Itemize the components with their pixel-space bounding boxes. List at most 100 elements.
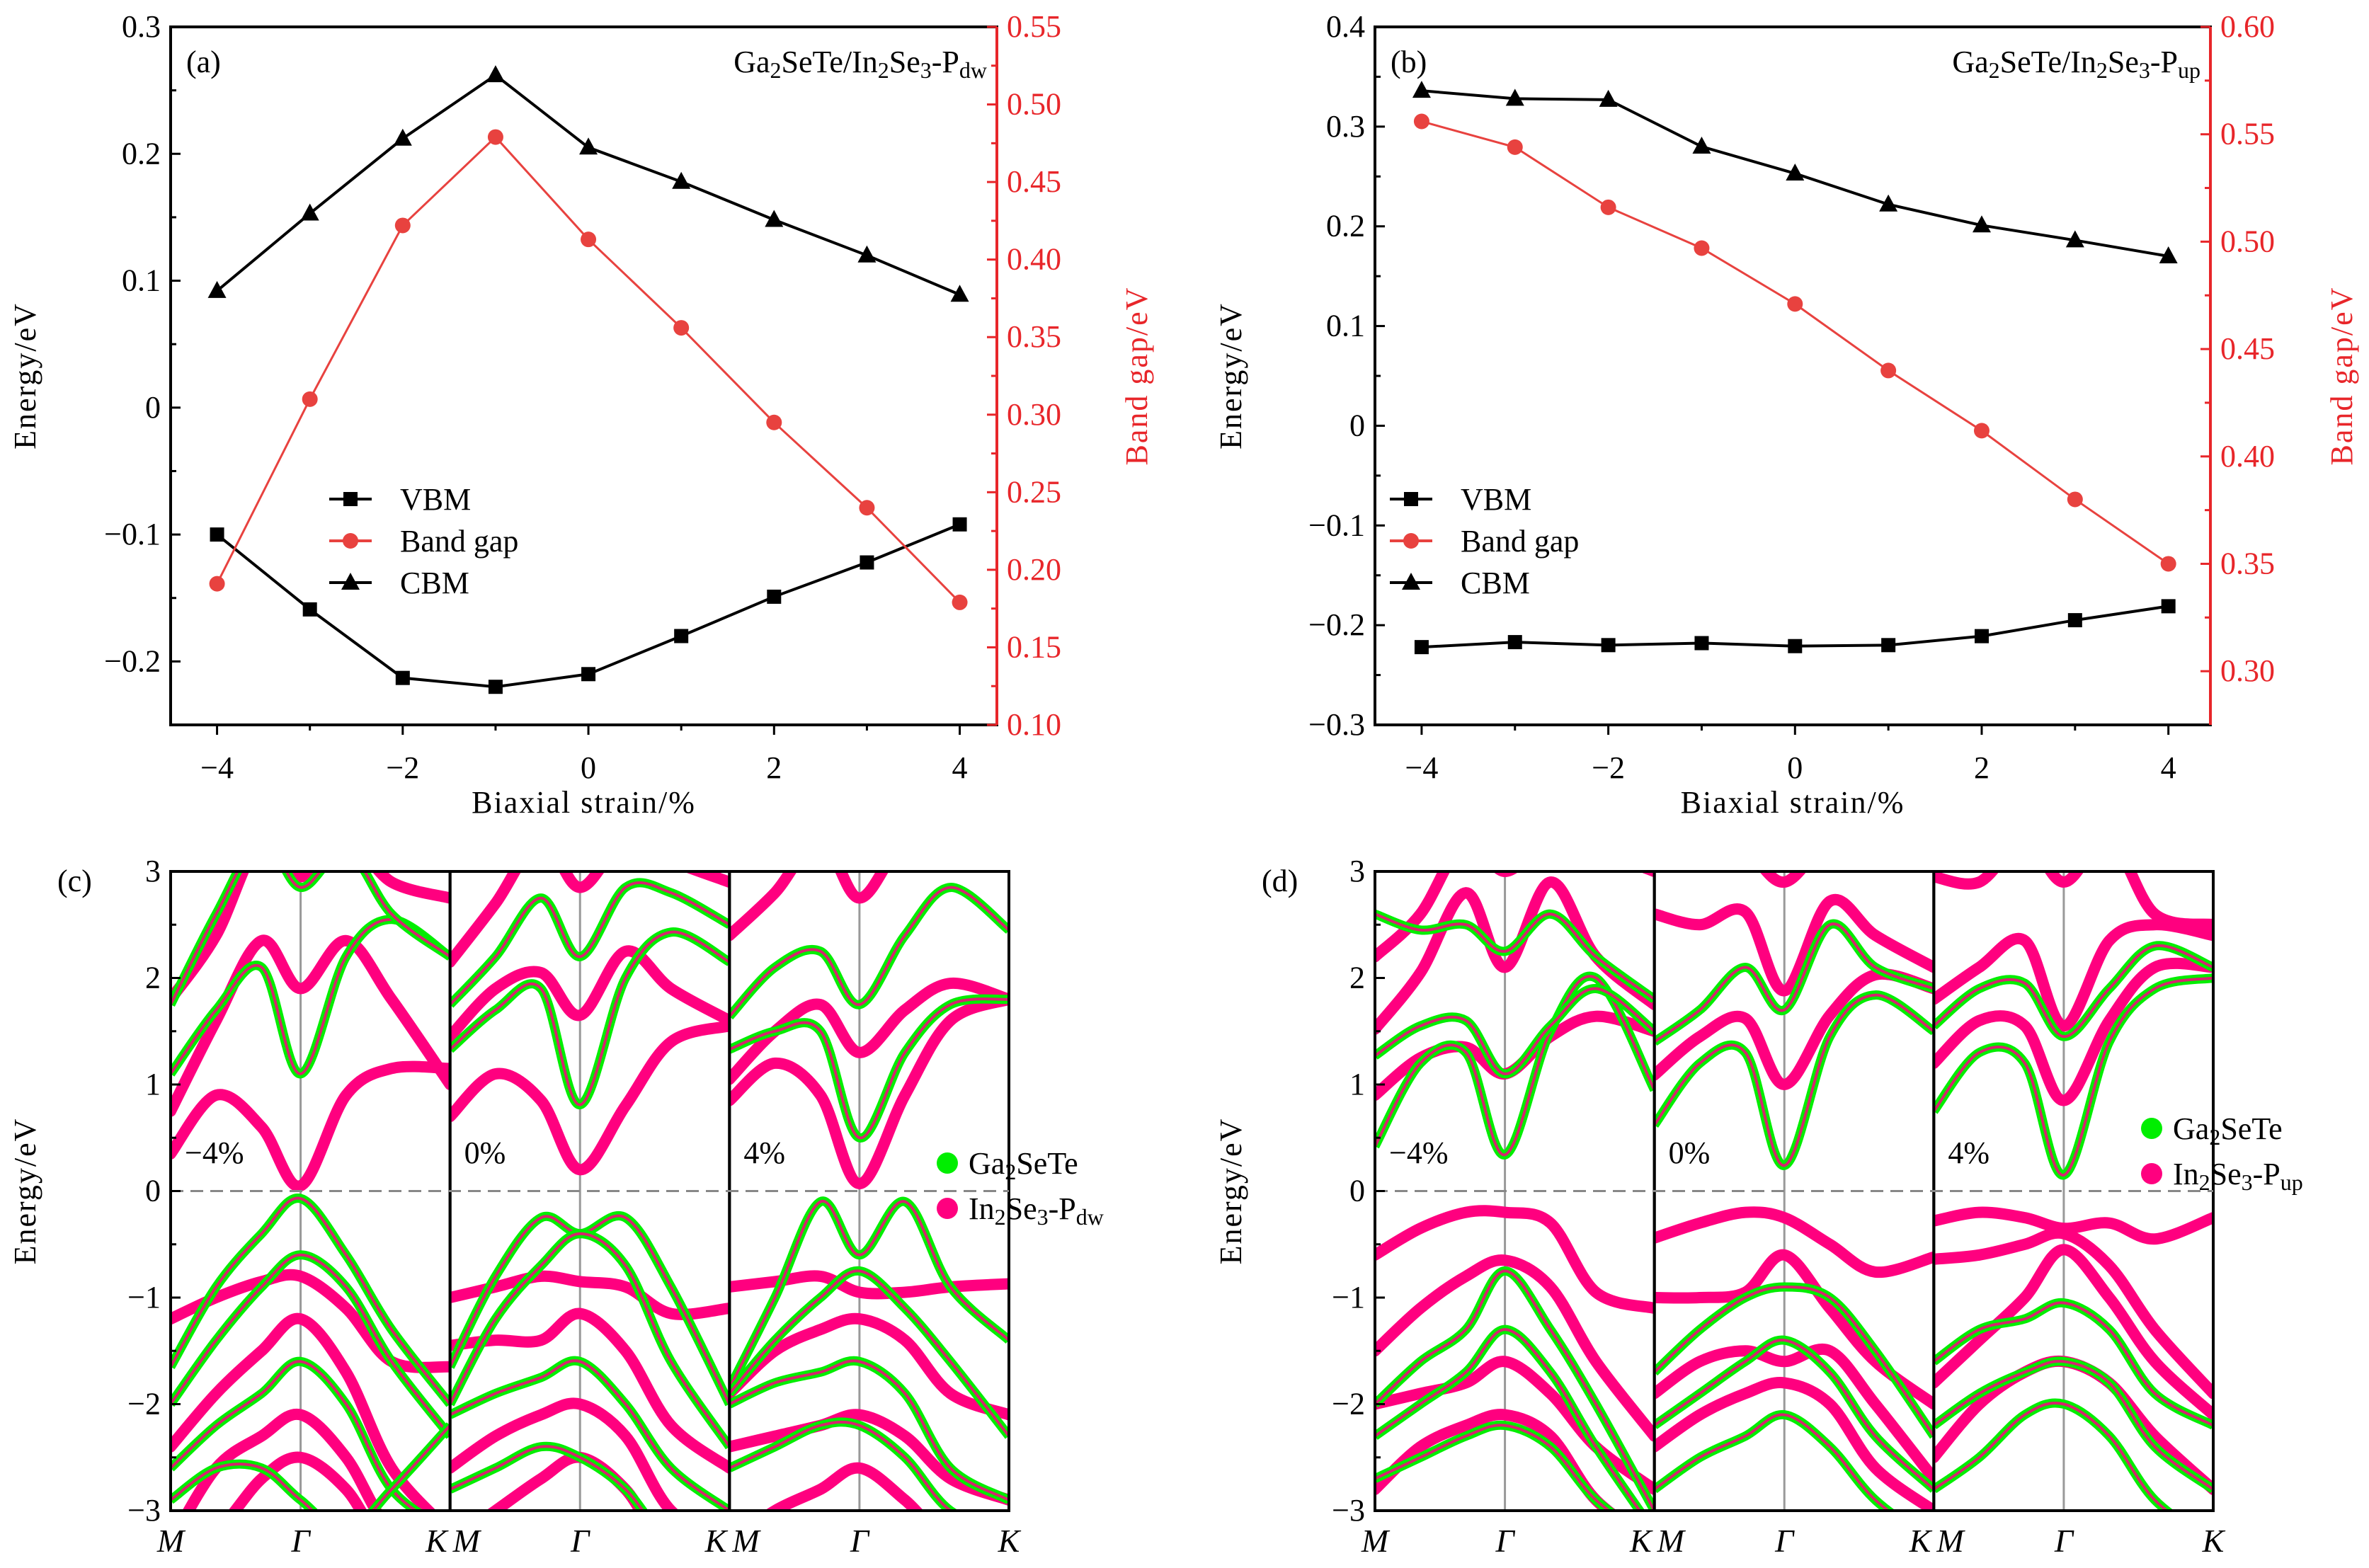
text-segment: dw xyxy=(959,57,987,83)
in2se3-band xyxy=(1375,871,1655,963)
y-tick-label: 0.1 xyxy=(1326,309,1365,343)
in2se3-band xyxy=(729,993,1010,1189)
series-vbm xyxy=(1414,599,2176,655)
k-point-label: M xyxy=(1657,1523,1686,1559)
text-segment: 3 xyxy=(2242,1169,2253,1195)
y-tick-label: −3 xyxy=(127,1493,161,1528)
square-marker xyxy=(1507,635,1522,650)
square-marker xyxy=(952,517,967,532)
y-axis-label: Energy/eV xyxy=(1214,1118,1248,1265)
text-segment: 2 xyxy=(995,1204,1006,1230)
x-tick-label: −2 xyxy=(386,750,419,785)
in2se3-band xyxy=(171,934,450,1117)
x-tick-label: 2 xyxy=(1974,750,1990,785)
ga2sete-band-core xyxy=(1934,1401,2169,1511)
ga2sete-band-core xyxy=(450,1232,730,1448)
ga2sete-band-core xyxy=(729,886,1010,1018)
panel-label: (b) xyxy=(1391,45,1427,79)
bands xyxy=(1934,871,2213,1511)
triangle-marker xyxy=(341,573,360,590)
in2se3-band xyxy=(450,1307,730,1474)
triangle-marker xyxy=(300,203,319,221)
ga2sete-band-core xyxy=(1375,1269,1655,1511)
text-segment: Se xyxy=(2210,1157,2242,1191)
ga2sete-band-core xyxy=(1375,1424,1611,1511)
text-segment: Se xyxy=(889,45,920,79)
in2se3-band xyxy=(1654,893,1934,997)
k-point-label: Γ xyxy=(570,1523,590,1559)
y-tick-label: −1 xyxy=(1332,1280,1365,1315)
subpanel-strain xyxy=(1374,870,1656,1512)
ga2sete-band-core xyxy=(1375,975,1655,1157)
text-segment: 2 xyxy=(878,57,889,83)
y-axis-label: Energy/eV xyxy=(1214,302,1248,450)
square-marker xyxy=(395,670,410,685)
right-y-axis-label: Band gap/eV xyxy=(2324,287,2359,466)
square-marker xyxy=(302,602,317,617)
in2se3-band xyxy=(1934,1227,2213,1400)
ga2sete-band-core xyxy=(1934,944,2213,1038)
text-segment: SeTe xyxy=(2220,1111,2282,1146)
k-point-label: M xyxy=(452,1523,482,1559)
legend-label: Ga2SeTe xyxy=(2173,1111,2283,1150)
circle-marker xyxy=(394,217,411,234)
k-point-label: Γ xyxy=(1774,1523,1795,1559)
square-marker xyxy=(210,527,224,542)
right-y-tick-label: 0.25 xyxy=(1007,474,1061,509)
series-cbm xyxy=(1412,81,2178,263)
circle-marker xyxy=(302,391,318,407)
square-marker xyxy=(1974,629,1989,643)
text-segment: Ga xyxy=(733,45,770,79)
ga2sete-band-core xyxy=(1654,1285,1934,1437)
in2se3-band xyxy=(729,1312,1010,1421)
plot-frame xyxy=(1374,25,2212,726)
in2se3-band xyxy=(729,1409,1010,1506)
strain-panel-a xyxy=(169,25,998,735)
ga2sete-band-core xyxy=(1934,976,2213,1177)
circle-marker xyxy=(581,231,597,248)
in2se3-band xyxy=(1934,1244,2213,1421)
ga2sete-band-core xyxy=(1934,1359,2213,1491)
text-segment: up xyxy=(2178,57,2200,83)
ga2sete-band-core xyxy=(171,1196,450,1405)
triangle-marker xyxy=(207,280,227,298)
right-y-tick-label: 0.55 xyxy=(1007,9,1061,44)
ga2sete-band-core xyxy=(171,1424,450,1511)
triangle-marker xyxy=(1505,88,1524,106)
text-segment: up xyxy=(2280,1169,2303,1195)
triangle-marker xyxy=(579,137,598,155)
text-segment: 2 xyxy=(1989,57,2000,83)
circle-marker xyxy=(343,533,358,549)
x-tick-label: 0 xyxy=(1787,750,1803,785)
k-point-label: Γ xyxy=(1495,1523,1515,1559)
text-segment: -P xyxy=(2253,1157,2280,1191)
bands xyxy=(729,871,1010,1511)
x-tick-label: 4 xyxy=(2161,750,2176,785)
ga2sete-band-core xyxy=(729,997,1010,1140)
y-tick-label: 0.3 xyxy=(122,9,161,44)
circle-marker xyxy=(1787,296,1803,312)
triangle-marker xyxy=(2065,230,2084,248)
y-tick-label: −0.1 xyxy=(104,517,161,551)
text-segment: Ga xyxy=(1952,45,1988,79)
circle-marker xyxy=(2160,556,2176,572)
series-line xyxy=(1421,120,2169,565)
k-point-label: K xyxy=(1909,1523,1933,1559)
y-tick-label: 0.1 xyxy=(122,263,161,298)
y-tick-label: −0.2 xyxy=(1308,607,1365,642)
in2se3-band xyxy=(729,871,889,942)
strain-label: −4% xyxy=(1389,1135,1448,1170)
text-segment: In xyxy=(969,1191,995,1226)
text-segment: 3 xyxy=(1037,1204,1049,1230)
ga2sete-band-core xyxy=(729,1359,1010,1501)
right-y-tick-label: 0.45 xyxy=(2220,331,2275,366)
triangle-marker xyxy=(486,65,505,83)
y-tick-label: 1 xyxy=(145,1067,161,1101)
ga2sete-band-core xyxy=(450,930,730,1106)
legend-label: Ga2SeTe xyxy=(969,1146,1078,1184)
text-segment: Ga xyxy=(969,1146,1005,1181)
in2se3-band xyxy=(1375,1254,1655,1442)
triangle-marker xyxy=(950,285,969,302)
ga2sete-band-core xyxy=(1375,912,1655,1001)
series-line xyxy=(216,73,961,297)
